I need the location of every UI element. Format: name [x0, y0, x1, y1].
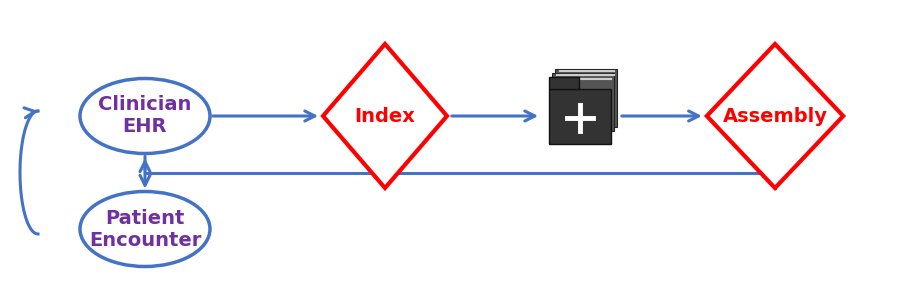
- Polygon shape: [549, 77, 578, 88]
- Text: Index: Index: [354, 107, 415, 125]
- Text: Patient
Encounter: Patient Encounter: [89, 208, 201, 249]
- Text: Assembly: Assembly: [721, 107, 826, 125]
- Polygon shape: [706, 44, 843, 188]
- Ellipse shape: [80, 191, 210, 267]
- Polygon shape: [323, 44, 447, 188]
- Text: Clinician
EHR: Clinician EHR: [98, 95, 191, 136]
- Polygon shape: [549, 88, 610, 143]
- Polygon shape: [554, 68, 617, 127]
- Polygon shape: [551, 72, 613, 132]
- Ellipse shape: [80, 79, 210, 153]
